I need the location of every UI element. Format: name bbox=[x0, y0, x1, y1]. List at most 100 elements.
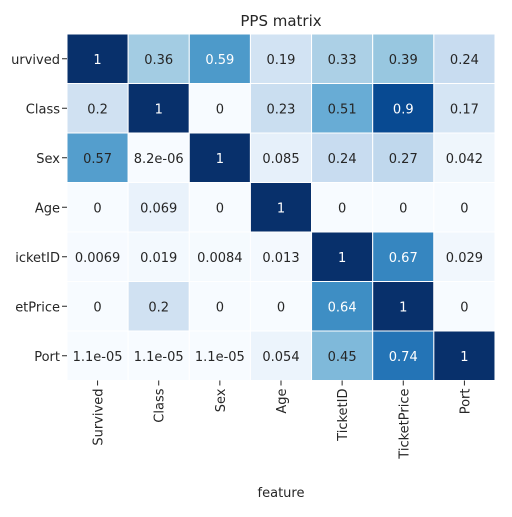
heatmap-cell bbox=[66, 33, 129, 84]
cell-value-label: 0.19 bbox=[267, 53, 296, 68]
x-tick-label: TicketPrice bbox=[397, 389, 412, 460]
heatmap-cell bbox=[311, 281, 374, 332]
heatmap-cell bbox=[66, 231, 129, 282]
y-tick-label: icketID bbox=[15, 251, 60, 266]
cell-value-label: 0 bbox=[277, 300, 285, 315]
x-tick-label: Survived bbox=[92, 389, 107, 446]
x-tick-label: Port bbox=[458, 389, 473, 415]
cell-labels: 1 0.36 0.59 0.19 0.33 0.39 0.24 0.2 1 0 0.23 0.51 0.… bbox=[73, 53, 483, 365]
y-tick-label: etPrice bbox=[15, 300, 60, 315]
heatmap-cell bbox=[249, 330, 313, 381]
cell-value-label: 1 bbox=[338, 251, 346, 266]
x-axis-title: feature bbox=[258, 486, 305, 501]
cell-value-label: 1 bbox=[216, 152, 224, 167]
cell-value-label: 0.019 bbox=[140, 251, 177, 266]
cell-value-label: 1 bbox=[93, 53, 101, 68]
cell-value-label: 0.0069 bbox=[75, 251, 121, 266]
cell-value-label: 0.74 bbox=[389, 350, 418, 365]
heatmap-cell bbox=[433, 83, 496, 134]
x-tick-label: Age bbox=[275, 389, 290, 414]
cell-value-label: 0 bbox=[216, 201, 224, 216]
heatmap-cell bbox=[188, 231, 251, 282]
heatmap-cell bbox=[66, 281, 129, 332]
cell-value-label: 0.39 bbox=[389, 53, 418, 68]
cell-value-label: 1 bbox=[277, 201, 285, 216]
heatmap-cell bbox=[372, 182, 435, 233]
cell-value-label: 0 bbox=[460, 300, 468, 315]
heatmap-cell bbox=[433, 281, 496, 332]
heatmap-cell bbox=[188, 83, 251, 134]
heatmap-cell bbox=[372, 330, 435, 381]
cell-value-label: 8.2e-06 bbox=[134, 152, 184, 167]
heatmap-cell bbox=[311, 83, 374, 134]
cell-value-label: 0 bbox=[338, 201, 346, 216]
chart-title: PPS matrix bbox=[240, 12, 321, 30]
x-tick-label: Sex bbox=[214, 388, 229, 412]
heatmap-cell bbox=[372, 33, 435, 84]
cell-value-label: 0.24 bbox=[328, 152, 357, 167]
cell-value-label: 0.013 bbox=[262, 251, 299, 266]
heatmap-cells bbox=[66, 33, 496, 381]
heatmap-cell bbox=[188, 330, 251, 381]
heatmap-cell bbox=[311, 330, 374, 381]
cell-value-label: 0.51 bbox=[328, 102, 357, 117]
cell-value-label: 0 bbox=[93, 201, 101, 216]
cell-value-label: 0.23 bbox=[267, 102, 296, 117]
cell-value-label: 0.029 bbox=[446, 251, 483, 266]
y-tick-label: Class bbox=[26, 102, 60, 117]
cell-value-label: 0.24 bbox=[450, 53, 479, 68]
cell-value-label: 0.33 bbox=[328, 53, 357, 68]
cell-value-label: 0 bbox=[399, 201, 407, 216]
cell-value-label: 1 bbox=[460, 350, 468, 365]
heatmap-cell bbox=[188, 33, 251, 84]
cell-value-label: 0.9 bbox=[393, 102, 414, 117]
x-tick-label: Class bbox=[153, 388, 168, 422]
heatmap-cell bbox=[433, 182, 496, 233]
cell-value-label: 0.45 bbox=[328, 350, 357, 365]
cell-value-label: 0 bbox=[216, 300, 224, 315]
heatmap-cell bbox=[127, 33, 190, 84]
heatmap-cell bbox=[249, 182, 313, 233]
cell-value-label: 0 bbox=[216, 102, 224, 117]
cell-value-label: 0.0084 bbox=[197, 251, 243, 266]
cell-value-label: 1.1e-05 bbox=[134, 350, 184, 365]
heatmap-cell bbox=[249, 132, 313, 183]
cell-value-label: 0.069 bbox=[140, 201, 177, 216]
cell-value-label: 0 bbox=[93, 300, 101, 315]
cell-value-label: 0.36 bbox=[144, 53, 173, 68]
heatmap-cell bbox=[66, 182, 129, 233]
heatmap-cell bbox=[249, 281, 313, 332]
y-tick-label: Port bbox=[34, 350, 60, 365]
cell-value-label: 0.67 bbox=[389, 251, 418, 266]
cell-value-label: 1 bbox=[399, 300, 407, 315]
cell-value-label: 0.27 bbox=[389, 152, 418, 167]
cell-value-label: 0.2 bbox=[87, 102, 108, 117]
heatmap-cell bbox=[433, 132, 496, 183]
cell-value-label: 0.042 bbox=[446, 152, 483, 167]
y-tick-label: urvived bbox=[11, 53, 60, 68]
heatmap-cell bbox=[188, 132, 251, 183]
cell-value-label: 0.2 bbox=[148, 300, 169, 315]
y-tick-label: Sex bbox=[36, 152, 60, 167]
cell-value-label: 0.085 bbox=[262, 152, 299, 167]
cell-value-label: 0.17 bbox=[450, 102, 479, 117]
heatmap-cell bbox=[127, 182, 190, 233]
cell-value-label: 0.59 bbox=[205, 53, 234, 68]
y-axis: urvived Class Sex Age icketID etPrice Port bbox=[11, 53, 67, 365]
heatmap-cell bbox=[127, 281, 190, 332]
x-axis: Survived Class Sex Age TicketID TicketPrice Po… bbox=[92, 380, 473, 460]
cell-value-label: 0.054 bbox=[262, 350, 299, 365]
heatmap-cell bbox=[433, 330, 496, 381]
x-tick-label: TicketID bbox=[336, 389, 351, 442]
y-tick-label: Age bbox=[35, 201, 60, 216]
heatmap-cell bbox=[372, 132, 435, 183]
cell-value-label: 0.57 bbox=[83, 152, 112, 167]
heatmap-cell bbox=[66, 330, 129, 381]
cell-value-label: 0 bbox=[460, 201, 468, 216]
heatmap-cell bbox=[311, 132, 374, 183]
cell-value-label: 1.1e-05 bbox=[73, 350, 123, 365]
cell-value-label: 0.64 bbox=[328, 300, 357, 315]
heatmap-cell bbox=[127, 132, 190, 183]
